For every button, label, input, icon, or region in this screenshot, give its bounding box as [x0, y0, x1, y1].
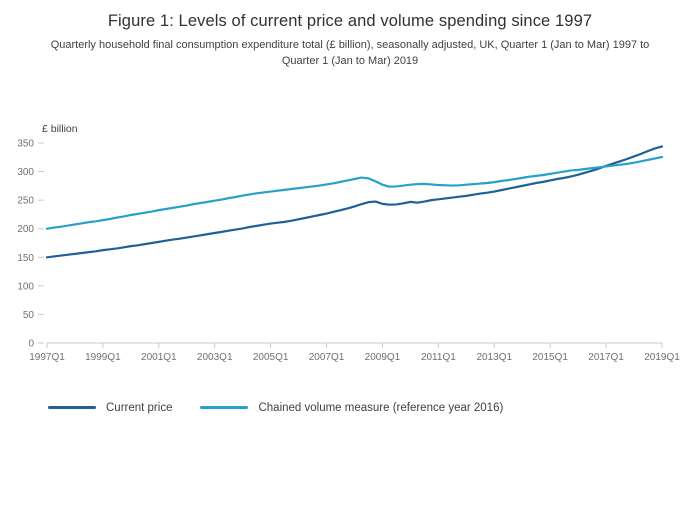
legend-item-current-price: Current price — [48, 402, 172, 414]
chart-area: 0 50 100 150 200 250 300 350 £ billion 1997Q1 1999… — [0, 118, 700, 368]
x-tick-label: 2019Q1 — [644, 352, 680, 363]
figure-subtitle: Quarterly household final consumption ex… — [50, 39, 650, 67]
series-line-1 — [45, 155, 664, 230]
line-chart: 0 50 100 150 200 250 300 350 £ billion 1997Q1 1999… — [17, 123, 680, 363]
y-axis-unit-label: £ billion — [42, 123, 78, 135]
y-tick-label: 350 — [17, 138, 34, 149]
legend-swatch — [200, 406, 249, 410]
y-tick-label: 300 — [17, 167, 34, 178]
series-line-0 — [45, 145, 664, 259]
x-tick-label: 2017Q1 — [588, 352, 624, 363]
legend-label: Current price — [106, 401, 173, 414]
x-tick-label: 2015Q1 — [532, 352, 568, 363]
x-tick-label: 2007Q1 — [309, 352, 345, 363]
legend-label: Chained volume measure (reference year 2… — [258, 401, 504, 414]
y-tick-label: 200 — [17, 224, 34, 235]
x-tick-label: 2009Q1 — [365, 352, 401, 363]
figure-title: Figure 1: Levels of current price and vo… — [107, 12, 593, 30]
x-tick-label: 1999Q1 — [85, 352, 121, 363]
x-tick-label: 2001Q1 — [141, 352, 177, 363]
x-tick-label: 2005Q1 — [253, 352, 289, 363]
x-tick-label: 1997Q1 — [29, 352, 65, 363]
x-tick-label: 2003Q1 — [197, 352, 233, 363]
y-tick-label: 250 — [17, 196, 34, 207]
x-tick-label: 2013Q1 — [476, 352, 512, 363]
y-tick-label: 100 — [17, 281, 34, 292]
y-tick-label: 50 — [23, 310, 35, 321]
y-tick-label: 0 — [28, 338, 34, 349]
chart-legend: Current price Chained volume measure (re… — [48, 402, 700, 414]
y-tick-label: 150 — [17, 253, 34, 264]
legend-swatch — [48, 406, 96, 410]
x-tick-label: 2011Q1 — [421, 352, 456, 363]
legend-item-chained-volume: Chained volume measure (reference year 2… — [200, 402, 503, 414]
